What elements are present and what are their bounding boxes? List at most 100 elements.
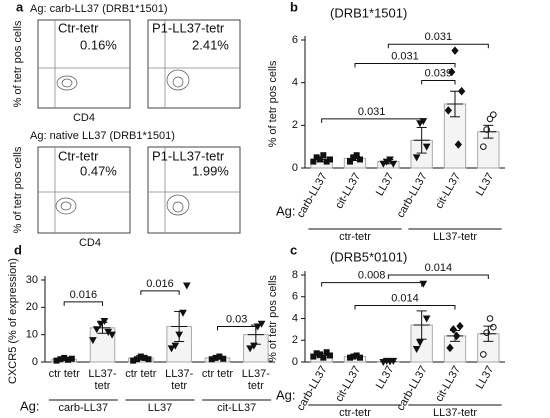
y-tick-label: 2 [292,334,298,346]
bracket [217,325,257,331]
x-tick-label: ctr tetr [202,368,234,380]
x-tick-label: carb-LL37 [395,171,430,220]
y-tick-label: 4 [292,312,298,324]
y-tick-label: 8 [292,269,298,281]
point [246,345,254,353]
point [145,356,152,363]
x-tick-label: carb-LL37 [295,364,330,413]
antigen: Ag: native LL37 (DRB1*1501) [30,130,175,142]
y-tick-label: 20 [26,301,38,313]
x-tick-label: LL37-tetr [165,368,193,392]
bracket [354,62,456,68]
y-tick-label: 2 [292,119,298,131]
point [317,351,323,358]
annotation: 0.008 [358,270,386,282]
antigen: Ag: carb-LL37 (DRB1*1501) [30,3,168,15]
plot-name: P1-LL37-tetr [152,148,225,163]
panel-tag: b [290,0,298,14]
point [412,154,421,162]
x-tick-label: cit-LL37 [433,171,463,211]
point [108,331,116,339]
x-label: CD4 [73,112,95,124]
chart-title: (DRB5*0101) [330,249,407,264]
annotation: 0.039 [425,67,453,79]
point [100,318,109,326]
point [257,320,266,328]
point [454,140,462,149]
point [167,345,176,353]
point [89,337,97,345]
y-tick-label: 4 [292,77,298,89]
flow-plot [147,146,241,234]
x-tick-label: LL37 [474,364,497,391]
point [171,342,180,350]
point [357,156,363,163]
point [353,152,360,159]
x-tick-label: LL37 [374,171,397,198]
chart-title: (DRB1*1501) [330,5,407,20]
point [451,46,459,55]
panel-tag: d [14,242,22,257]
point [480,143,487,150]
x-tick-label: LL37-tetr [88,368,116,392]
group-label: LL37-tetr [433,407,477,418]
percent: 2.41% [192,37,229,52]
flow-decor [37,19,241,234]
point [310,158,317,165]
x-tick-label: ctr tetr [125,368,157,380]
x-tick-label: ctr tetr [49,368,81,380]
bracket [140,290,180,295]
y-label: % of tetr pos cells [12,20,24,107]
point [416,339,424,347]
bracket [387,274,489,279]
bracket [321,118,423,123]
point [486,115,494,123]
percent: 0.16% [80,37,117,52]
panel-tag: c [290,242,297,257]
flow-plot [37,19,131,109]
y-tick-label: 0 [292,162,298,174]
bracket [421,80,456,85]
ag-label: Ag: [276,203,296,218]
group-label: ctr-tetr [339,407,371,418]
bracket [387,43,489,49]
point [412,345,421,353]
y-tick-label: 6 [292,34,298,46]
y-label: % of tetr pos cells [12,146,24,233]
x-tick-label: cit-LL37 [433,364,463,404]
group-label: carb-LL37 [59,402,109,414]
x-tick-label: cit-LL37 [333,171,363,211]
point [456,321,464,331]
y-tick-label: 0 [32,356,38,368]
ag-label: Ag: [20,398,40,413]
x-tick-label: LL37 [374,364,397,391]
contour [166,69,190,91]
contour [55,197,77,215]
point [490,111,497,118]
x-tick-label: carb-LL37 [295,171,330,220]
point [422,143,431,151]
contour [166,194,190,216]
point [480,351,487,358]
point [444,106,452,115]
point [323,349,330,356]
y-tick-label: 10 [26,329,38,341]
point [220,355,227,362]
y-label: % of tetr pos cells [267,60,279,147]
point [486,315,494,322]
group-label: LL37-tetr [433,231,477,243]
point [448,67,456,77]
point [422,315,431,323]
annotation: 0.031 [425,31,453,43]
point [446,343,454,353]
contour [61,78,73,88]
flow-plot [37,146,131,234]
annotation: 0.031 [358,106,386,118]
contour [172,201,184,213]
plot-name: Ctr-tetr [58,20,99,35]
annotation: 0.014 [391,292,419,304]
group-label: ctr-tetr [339,231,371,243]
point [458,86,466,96]
bracket [354,304,456,310]
y-tick-label: 6 [292,291,298,303]
